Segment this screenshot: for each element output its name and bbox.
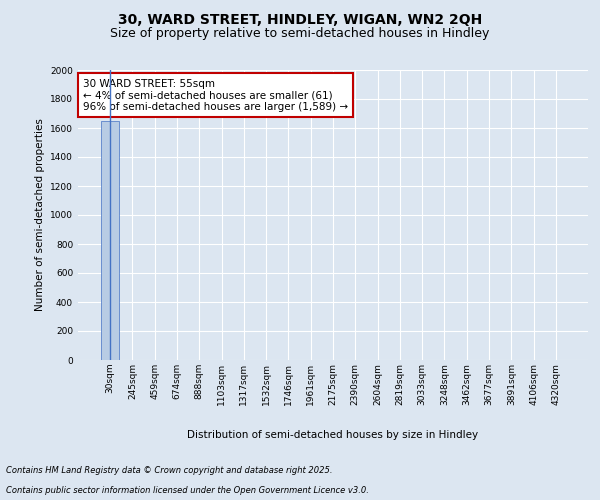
- Text: 30, WARD STREET, HINDLEY, WIGAN, WN2 2QH: 30, WARD STREET, HINDLEY, WIGAN, WN2 2QH: [118, 12, 482, 26]
- Y-axis label: Number of semi-detached properties: Number of semi-detached properties: [35, 118, 44, 312]
- Text: Contains public sector information licensed under the Open Government Licence v3: Contains public sector information licen…: [6, 486, 369, 495]
- Bar: [101, 120, 119, 360]
- Text: Contains HM Land Registry data © Crown copyright and database right 2025.: Contains HM Land Registry data © Crown c…: [6, 466, 332, 475]
- Text: Size of property relative to semi-detached houses in Hindley: Size of property relative to semi-detach…: [110, 28, 490, 40]
- Text: 30 WARD STREET: 55sqm
← 4% of semi-detached houses are smaller (61)
96% of semi-: 30 WARD STREET: 55sqm ← 4% of semi-detac…: [83, 78, 348, 112]
- Text: Distribution of semi-detached houses by size in Hindley: Distribution of semi-detached houses by …: [187, 430, 479, 440]
